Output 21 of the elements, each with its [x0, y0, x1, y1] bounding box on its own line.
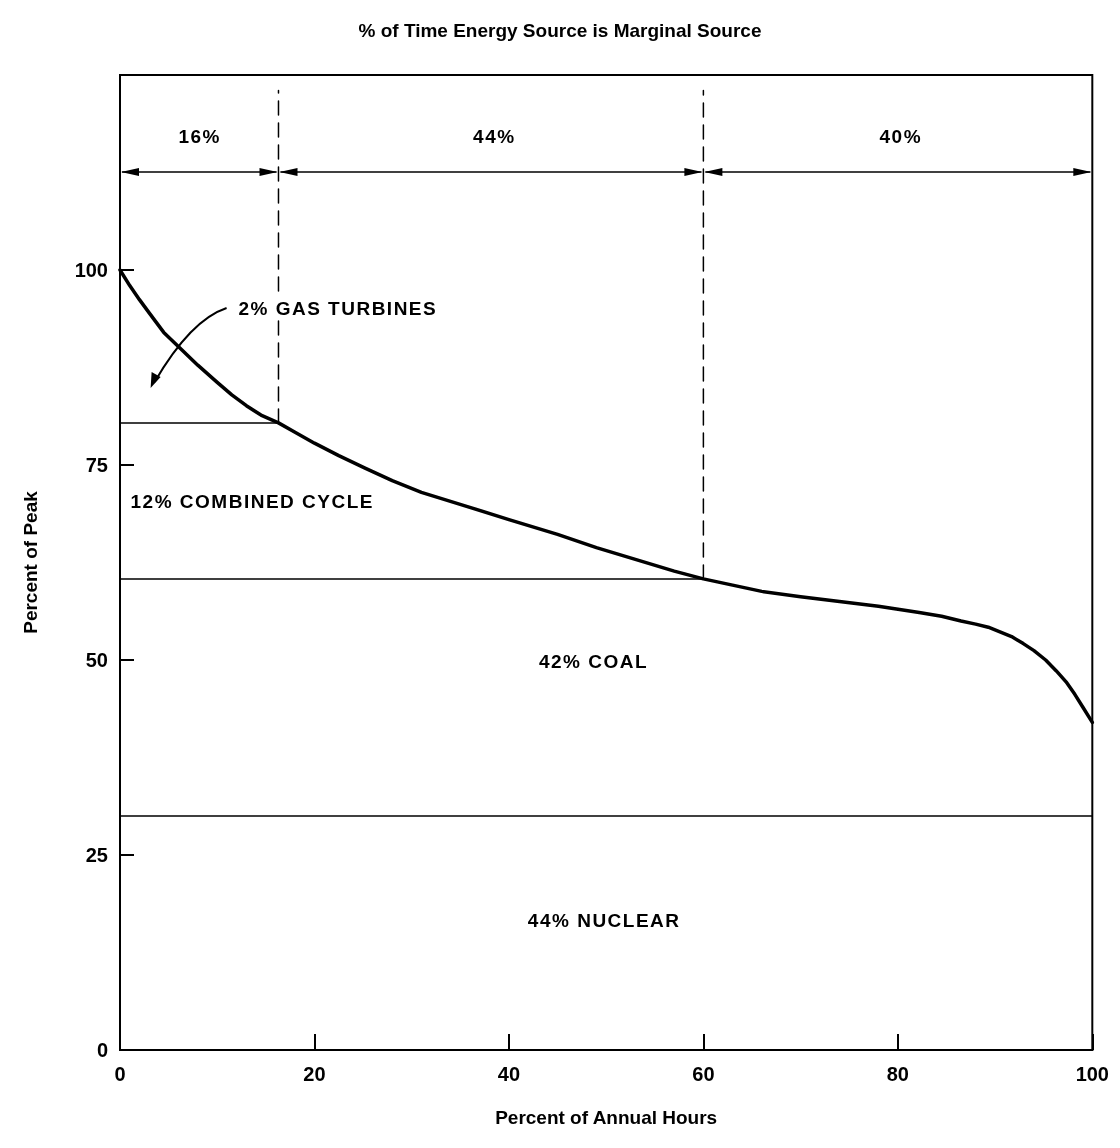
- annotation: 44% NUCLEAR: [525, 909, 683, 931]
- x-tick-label: 20: [303, 1063, 326, 1085]
- annotation: 44%: [471, 126, 518, 148]
- y-tick-label: 25: [85, 844, 108, 866]
- annotation: 2% GAS TURBINES: [236, 298, 440, 319]
- y-tick-label: 50: [85, 649, 108, 671]
- y-axis-title: Percent of Peak: [20, 490, 41, 634]
- annotation: 40%: [877, 126, 925, 148]
- y-tick-label: 100: [74, 259, 108, 281]
- annotation: 16%: [176, 126, 223, 148]
- chart-title: % of Time Energy Source is Marginal Source: [358, 20, 762, 41]
- x-tick-label: 0: [114, 1063, 126, 1085]
- y-tick-label: 75: [85, 454, 108, 476]
- x-axis-title: Percent of Annual Hours: [495, 1107, 718, 1128]
- x-tick-label: 60: [692, 1063, 715, 1085]
- annotation: 12% COMBINED CYCLE: [128, 490, 376, 512]
- x-tick-label: 80: [886, 1063, 909, 1085]
- y-tick-label: 0: [96, 1039, 108, 1061]
- x-tick-label: 100: [1075, 1063, 1109, 1085]
- x-tick-label: 40: [497, 1063, 521, 1085]
- annotation: 42% COAL: [536, 650, 651, 672]
